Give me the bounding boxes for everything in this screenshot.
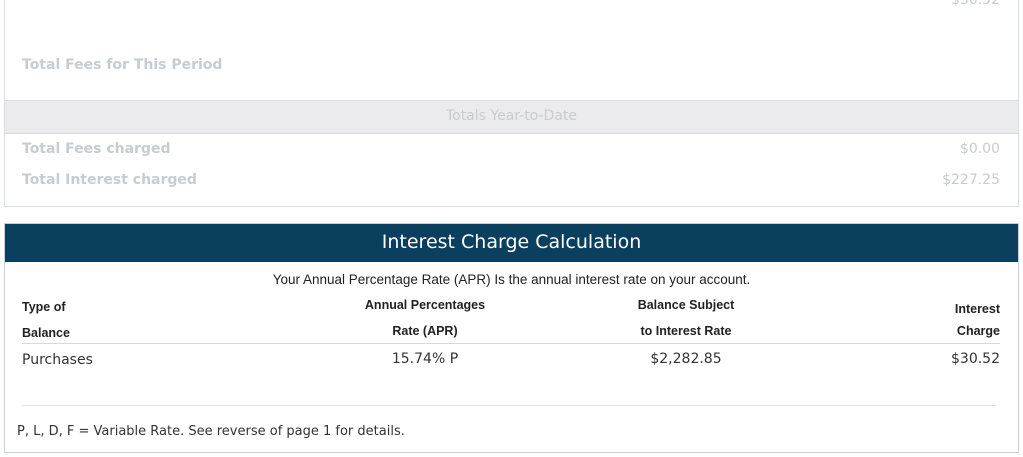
ytd-label: Total Interest charged [22,172,197,188]
interest-title: Interest Charge Calculation [381,231,642,253]
column-header: to Interest Rate [640,324,732,338]
ytd-amount: $227.25 [942,172,1000,188]
column-header: Rate (APR) [392,324,458,338]
cropped-amount: $30.52 [951,0,1000,8]
column-header: Charge [956,324,1000,338]
interest-charge: $30.52 [951,351,1000,367]
period-fees-label: Total Fees for This Period [22,57,223,73]
apr: 15.74% P [391,351,459,367]
ytd-amount: $0.00 [959,141,1000,157]
row-divider [22,343,1000,344]
column-header: Annual Percentages [364,298,486,312]
interest-header [5,224,1018,262]
column-header: Balance [22,326,70,340]
summary-box [4,0,1019,207]
column-header: Balance Subject [637,298,735,312]
row-divider [22,405,996,406]
footnote: P, L, D, F = Variable Rate. See reverse … [17,424,405,439]
ytd-label: Total Fees charged [22,141,171,157]
column-header: Type of [22,300,66,314]
ytd-band [5,100,1018,134]
balance-type: Purchases [22,352,93,368]
column-header: Interest [954,302,1000,316]
balance-subject: $2,282.85 [650,351,722,367]
ytd-heading: Totals Year-to-Date [445,108,578,124]
interest-box [4,223,1019,453]
interest-subtitle: Your Annual Percentage Rate (APR) Is the… [272,272,751,287]
